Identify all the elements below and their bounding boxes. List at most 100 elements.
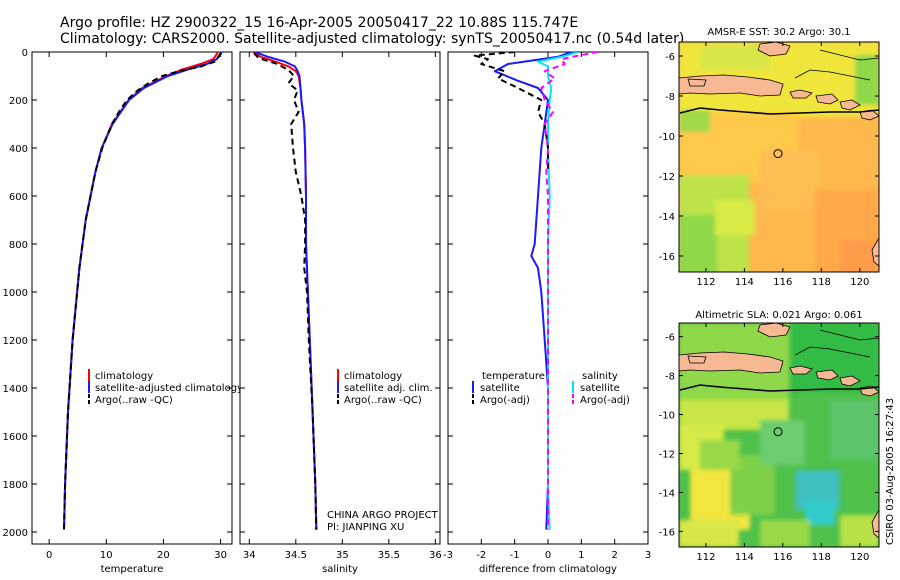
legend-label-climatology: climatology — [344, 371, 402, 382]
x-tick-label: 3 — [645, 550, 651, 561]
sst-map-title: AMSR-E SST: 30.2 Argo: 30.1 — [707, 27, 850, 38]
sla-land — [679, 323, 879, 539]
y-tick-label: -10 — [659, 411, 675, 422]
y-tick-label: -12 — [659, 172, 675, 183]
difference-legend: temperature satellite Argo(-adj) salinit… — [472, 371, 630, 406]
sla-map-panel: Altimetric SLA: 0.021 Argo: 0.061 — [659, 310, 880, 563]
x-tick-label: 114 — [735, 277, 754, 288]
temperature-axes: 0 10 20 30 0 200 400 600 800 1000 1200 1400 1600 1800… — [3, 48, 232, 561]
x-tick-label: 112 — [696, 277, 715, 288]
project-note-line1: CHINA ARGO PROJECT — [327, 510, 439, 521]
y-tick-label: -14 — [659, 212, 675, 223]
sla-map-axes: 112 114 116 118 120 -6 -8 -10 -12 -14 -16 — [659, 323, 879, 563]
x-tick-label: 20 — [157, 550, 170, 561]
y-tick-label: -8 — [665, 372, 675, 383]
series-line-argo-raw-qc — [253, 52, 318, 530]
x-tick-label: 118 — [812, 277, 831, 288]
x-tick-label: 34.5 — [285, 550, 307, 561]
sst-map-frame — [678, 41, 880, 273]
y-tick-label: 1800 — [3, 480, 28, 491]
y-tick-label: -6 — [665, 52, 675, 63]
sst-map-axes: 112 114 116 118 120 -6 -8 -10 -12 -14 -16 — [659, 42, 879, 288]
y-tick-label: -12 — [659, 450, 675, 461]
argo-location-marker — [773, 149, 783, 159]
project-note-line2: PI: JIANPING XU — [327, 522, 404, 533]
argo-location-marker — [773, 427, 783, 437]
y-tick-label: -16 — [659, 527, 675, 538]
y-tick-label: 200 — [9, 96, 28, 107]
x-tick-label: 1 — [578, 550, 584, 561]
sla-map-title: Altimetric SLA: 0.021 Argo: 0.061 — [695, 310, 862, 321]
x-tick-label: -1 — [510, 550, 520, 561]
series-line-salinity-argo-adj — [540, 52, 599, 530]
series-line-salinity-satellite — [537, 52, 579, 530]
series-line-temperature-argo-adj — [473, 52, 549, 172]
sst-coastline-north — [794, 69, 871, 81]
legend-label-temperature-satellite: satellite — [480, 383, 520, 394]
salinity-xlabel: salinity — [322, 564, 358, 575]
sst-map-panel: AMSR-E SST: 30.2 Argo: 30.1 — [659, 27, 880, 288]
x-tick-label: 0 — [46, 550, 52, 561]
legend-label-argo: Argo(..raw -QC) — [95, 395, 173, 406]
x-tick-label: 2 — [611, 550, 617, 561]
x-tick-label: 10 — [100, 550, 113, 561]
sla-map-field — [679, 323, 879, 547]
side-timestamp: CSIRO 03-Aug-2005 16:27:43 — [885, 398, 896, 545]
figure-title-line2: Climatology: CARS2000. Satellite-adjuste… — [60, 31, 684, 47]
x-tick-label: 34 — [243, 550, 256, 561]
legend-label-salinity-argo: Argo(-adj) — [580, 395, 630, 406]
legend-title-salinity: salinity — [582, 371, 618, 382]
series-line-satellite-adj-clim — [254, 52, 318, 530]
sst-coastline — [679, 107, 879, 115]
legend-label-temperature-argo: Argo(-adj) — [480, 395, 530, 406]
sla-coastline — [679, 384, 879, 392]
y-tick-label: -14 — [659, 488, 675, 499]
x-tick-label: -3 — [443, 550, 453, 561]
y-tick-label: 0 — [22, 48, 28, 59]
difference-axes: -3 -2 -1 0 1 2 3 — [443, 51, 651, 561]
x-tick-label: 116 — [773, 552, 792, 563]
figure-title-line1: Argo profile: HZ 2900322_15 16-Apr-2005 … — [60, 15, 578, 31]
salinity-plot-frame — [239, 51, 441, 545]
difference-xlabel: difference from climatology — [479, 564, 617, 575]
x-tick-label: 120 — [850, 277, 869, 288]
y-tick-label: 800 — [9, 240, 28, 251]
x-tick-label: 114 — [735, 552, 754, 563]
legend-title-temperature: temperature — [482, 371, 545, 382]
x-tick-label: 36 — [429, 550, 442, 561]
series-line-argo-raw-qc — [63, 52, 222, 530]
x-tick-label: 120 — [850, 552, 869, 563]
legend-label-argo: Argo(..raw -QC) — [344, 395, 422, 406]
legend-label-satellite-adj: satellite adj. clim. — [344, 383, 433, 394]
x-tick-label: 118 — [812, 552, 831, 563]
x-tick-label: 30 — [214, 550, 227, 561]
x-tick-label: 116 — [773, 277, 792, 288]
y-tick-label: 1200 — [3, 336, 28, 347]
sst-land — [679, 42, 879, 267]
legend-label-climatology: climatology — [95, 371, 153, 382]
salinity-panel: 34 34.5 35 35.5 36 climatology satellite adj… — [239, 51, 442, 575]
y-tick-label: -16 — [659, 252, 675, 263]
difference-panel: -3 -2 -1 0 1 2 3 temperature satellite Argo(-a… — [443, 51, 651, 575]
y-tick-label: 1000 — [3, 288, 28, 299]
salinity-series — [253, 52, 318, 530]
y-tick-label: 2000 — [3, 528, 28, 539]
x-tick-label: 35 — [336, 550, 349, 561]
y-tick-label: 1600 — [3, 432, 28, 443]
legend-label-salinity-satellite: satellite — [580, 383, 620, 394]
temperature-series — [63, 52, 223, 530]
temperature-xlabel: temperature — [101, 564, 164, 575]
sst-map-field — [679, 42, 879, 272]
legend-label-satellite-adjusted: satellite-adjusted climatology — [95, 383, 243, 394]
sst-color-patches — [679, 42, 879, 272]
x-tick-label: 0 — [545, 550, 551, 561]
x-tick-label: 112 — [696, 552, 715, 563]
temperature-panel: 0 10 20 30 0 200 400 600 800 1000 1200 1400 1600 1800… — [3, 48, 243, 575]
y-tick-label: 600 — [9, 192, 28, 203]
sla-coastline-north2 — [819, 329, 879, 341]
salinity-axes: 34 34.5 35 35.5 36 — [240, 51, 442, 561]
y-tick-label: 1400 — [3, 384, 28, 395]
x-tick-label: 35.5 — [378, 550, 400, 561]
y-tick-label: -6 — [665, 333, 675, 344]
